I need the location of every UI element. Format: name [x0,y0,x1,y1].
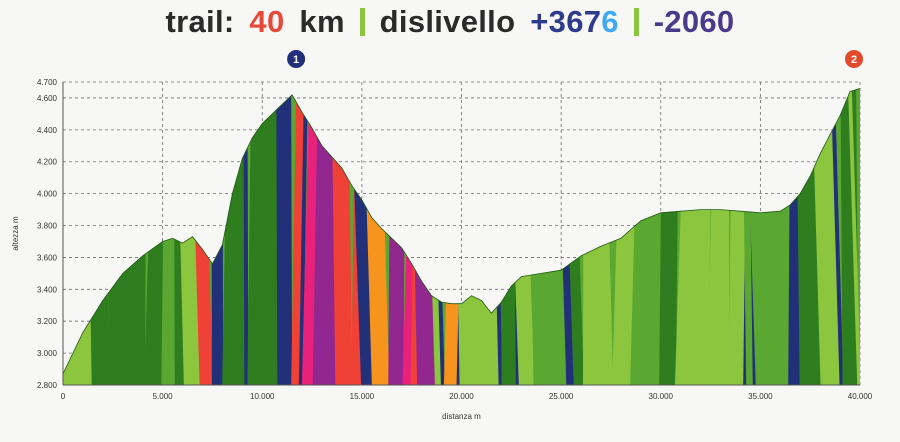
title-separator [359,8,365,36]
x-tick-label: 15.000 [350,392,375,401]
profile-stripe-dark [298,88,309,385]
profile-stripe-dark [830,88,844,385]
y-tick-label: 2.800 [37,381,58,390]
x-axis-title: distanza m [442,412,481,421]
profile-stripe [211,88,224,385]
y-tick-label: 3.200 [37,317,58,326]
x-tick-label: 40.000 [848,392,873,401]
profile-stripe [276,88,293,385]
x-tick-label: 35.000 [748,392,773,401]
profile-stripe [659,88,679,385]
waypoint-marker-label: 1 [293,54,299,66]
profile-stripe [388,88,406,385]
profile-stripe [63,88,79,385]
profile-stripe [108,88,128,385]
x-tick-label: 25.000 [549,392,574,401]
y-tick-label: 3.400 [37,285,58,294]
x-tick-label: 20.000 [449,392,474,401]
x-tick-label: 30.000 [649,392,674,401]
title-elevation-loss: -2060 [653,4,735,39]
y-tick-label: 4.700 [37,78,58,87]
x-tick-label: 10.000 [250,392,275,401]
profile-stripe [847,88,860,385]
x-tick-label: 5.000 [153,392,174,401]
title-dislivello-label: dislivello [379,4,516,39]
gain-digit-end: 6 [601,4,619,39]
title-trail-label: trail: [165,4,235,39]
y-axis-title: altezza m [11,216,20,251]
chart-title: trail: 40 km dislivello +3676 -2060 [0,4,900,40]
profile-stripe [840,88,859,385]
gain-digits: 367 [548,4,602,39]
title-separator-2 [633,8,639,36]
y-tick-label: 4.000 [37,190,58,199]
title-elevation-gain: +3676 [530,4,619,39]
gain-prefix: + [530,4,549,39]
profile-line [62,88,861,374]
title-distance-value: 40 [249,4,285,39]
profile-stripe [301,88,322,385]
waypoint-marker-1 [287,50,306,68]
y-tick-label: 4.400 [37,126,58,135]
profile-stripe [720,88,730,385]
waypoint-marker-2 [845,50,864,68]
y-tick-label: 3.600 [37,253,58,262]
profile-stripe [252,88,279,385]
x-tick-label: 0 [61,392,66,401]
profile-stripes [63,88,860,385]
title-distance-unit: km [299,4,345,39]
y-tick-label: 4.200 [37,158,58,167]
y-tick-label: 3.000 [37,349,58,358]
y-tick-label: 3.800 [37,222,58,231]
profile-stripe [126,88,147,385]
waypoint-marker-label: 2 [851,54,857,66]
y-tick-label: 4.600 [37,94,58,103]
